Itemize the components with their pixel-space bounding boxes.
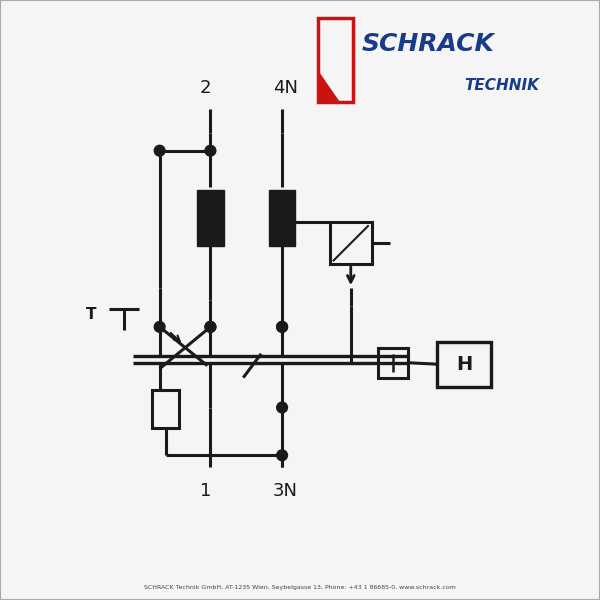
Bar [437, 342, 491, 386]
Text: T: T [86, 307, 96, 322]
Polygon shape [317, 70, 340, 101]
Circle shape [205, 322, 216, 332]
Text: SCHRACK Technik GmbH, AT-1235 Wien, Seybelgasse 13, Phone: +43 1 86685-0, www.sc: SCHRACK Technik GmbH, AT-1235 Wien, Seyb… [144, 586, 456, 590]
Text: 4N: 4N [272, 79, 298, 97]
Circle shape [205, 145, 216, 156]
Circle shape [277, 402, 287, 413]
Text: SCHRACK: SCHRACK [362, 32, 494, 56]
Text: TECHNIK: TECHNIK [464, 78, 539, 93]
Text: 1: 1 [200, 482, 211, 500]
Circle shape [205, 322, 216, 332]
Circle shape [277, 450, 287, 461]
Text: 2: 2 [200, 79, 211, 97]
Bar [152, 389, 179, 428]
Bar [269, 190, 295, 246]
Circle shape [277, 322, 287, 332]
Text: H: H [456, 355, 472, 374]
Bar [330, 223, 371, 264]
Text: 3N: 3N [272, 482, 298, 500]
Bar [377, 348, 407, 377]
Circle shape [154, 322, 165, 332]
Circle shape [277, 322, 287, 332]
Circle shape [154, 145, 165, 156]
Bar [197, 190, 224, 246]
